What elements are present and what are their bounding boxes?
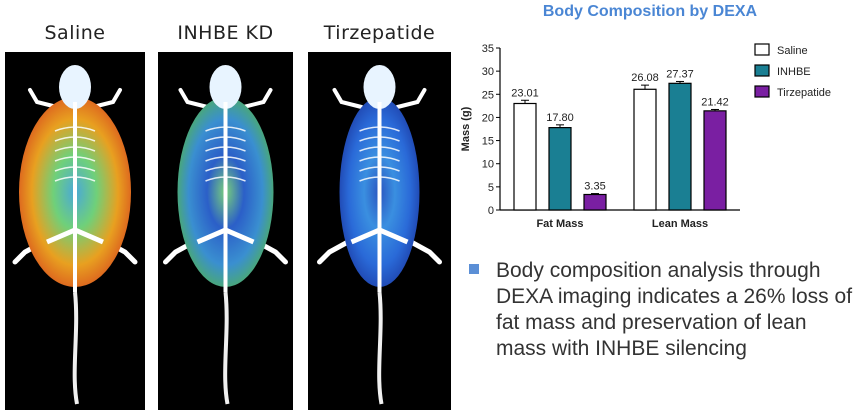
legend-swatch [754,85,770,98]
bar [513,102,537,211]
rib [359,156,400,162]
legend-swatch [754,64,770,77]
mouse-head [209,65,242,109]
scan-label-inhbe-kd: INHBE KD [177,22,274,44]
rib [54,176,96,182]
rib [54,126,96,132]
bullet-square [469,264,479,274]
scan-label-saline: Saline [44,22,106,44]
tail [72,291,79,405]
bar-chart: 0 5 10 15 20 25 30 35 Mass (g) 23.01 17.80 3.35 Fat … [460,43,831,230]
y-tick-label: 0 [488,205,494,217]
y-tick-label: 35 [482,43,494,55]
rib [54,166,96,172]
tail [377,291,384,405]
pelvis [196,227,255,245]
bar [668,82,692,211]
data-label: 3.35 [584,181,605,193]
rib [205,126,246,132]
y-tick-label: 15 [482,136,494,148]
rib [359,166,400,172]
rib [359,146,400,152]
rib [54,136,96,142]
dexa-scan-tirzepatide [308,52,451,410]
chart-title: Body Composition by DEXA [542,3,758,20]
data-label: 21.42 [701,96,729,108]
rib [205,146,246,152]
foreleg-right [91,88,122,109]
bar [633,88,657,211]
foreleg-left [178,88,210,109]
hind-leg-left [317,237,354,265]
y-tick-label: 30 [482,66,494,78]
rib [359,136,400,142]
bar [703,110,727,211]
bar [548,127,572,211]
rib [54,156,96,162]
rib [205,176,246,182]
y-axis-label: Mass (g) [460,106,472,151]
y-tick-label: 5 [488,182,494,194]
bar [583,193,607,211]
legend-label: INHBE [777,66,811,78]
hind-leg-right [405,237,442,265]
legend-swatch [754,43,770,56]
dexa-scan-inhbe-kd [158,52,293,410]
mouse-head [363,65,396,109]
data-label: 17.80 [546,112,574,124]
rib [54,146,96,152]
y-tick-label: 25 [482,89,494,101]
foreleg-left [28,88,59,109]
legend-label: Tirzepatide [777,87,831,99]
foreleg-left [332,88,364,109]
legend-label: Saline [777,45,808,57]
rib [205,166,246,172]
foreleg-right [241,88,273,109]
scan-label-tirzepatide: Tirzepatide [323,22,436,44]
rib [359,126,400,132]
data-label: 23.01 [511,87,539,99]
rib [359,176,400,182]
dexa-scan-saline [5,52,145,410]
rib [205,156,246,162]
foreleg-right [395,88,427,109]
caption-text: Body composition analysis through DEXA i… [496,259,853,360]
category-label: Fat Mass [536,218,583,230]
y-tick-label: 10 [482,159,494,171]
category-label: Lean Mass [652,218,708,230]
data-label: 26.08 [631,72,659,84]
tail [223,291,230,405]
rib [205,136,246,142]
pelvis [46,227,104,245]
y-tick-label: 20 [482,112,494,124]
data-label: 27.37 [666,68,694,80]
mouse-head [59,65,91,109]
pelvis [350,227,409,245]
